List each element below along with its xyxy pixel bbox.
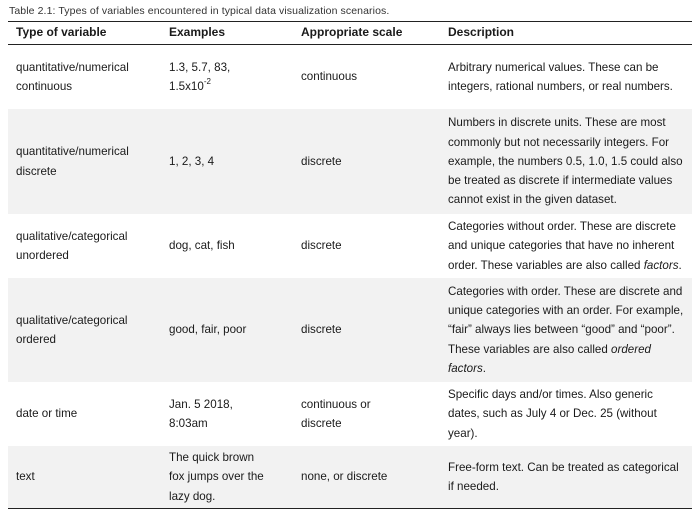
- cell-scale: continuous or discrete: [301, 397, 371, 430]
- cell-type: quantitative/numerical continuous: [16, 60, 129, 93]
- cell-examples: dog, cat, fish: [169, 239, 235, 253]
- cell-examples: 1.3, 5.7, 83, 1.5x10-2: [169, 60, 231, 93]
- header-type: Type of variable: [8, 21, 161, 45]
- cell-description: Free-form text. Can be treated as catego…: [440, 446, 692, 509]
- cell-examples: The quick brown fox jumps over the lazy …: [161, 446, 293, 509]
- cell-type: date or time: [16, 407, 78, 421]
- table-row: date or time Jan. 5 2018, 8:03am continu…: [8, 382, 692, 446]
- cell-type: qualitative/categorical ordered: [8, 278, 161, 382]
- table-row: quantitative/numerical discrete 1, 2, 3,…: [8, 109, 692, 214]
- cell-scale: continuous: [301, 70, 358, 84]
- variable-types-table: Type of variable Examples Appropriate sc…: [8, 21, 692, 509]
- cell-scale: discrete: [293, 109, 440, 214]
- cell-type: quantitative/numerical discrete: [8, 109, 161, 214]
- cell-examples: Jan. 5 2018, 8:03am: [169, 397, 233, 430]
- header-description: Description: [440, 21, 692, 45]
- cell-scale: discrete: [293, 278, 440, 382]
- table-header-row: Type of variable Examples Appropriate sc…: [8, 21, 692, 45]
- cell-scale: discrete: [301, 239, 342, 253]
- table-row: text The quick brown fox jumps over the …: [8, 446, 692, 509]
- cell-examples: good, fair, poor: [161, 278, 293, 382]
- cell-examples: 1, 2, 3, 4: [161, 109, 293, 214]
- table-row: qualitative/categorical unordered dog, c…: [8, 214, 692, 278]
- cell-scale: none, or discrete: [293, 446, 440, 509]
- cell-description: Specific days and/or times. Also generic…: [448, 388, 657, 440]
- table-caption: Table 2.1: Types of variables encountere…: [9, 5, 390, 17]
- cell-description: Categories without order. These are disc…: [448, 220, 682, 272]
- cell-description: Numbers in discrete units. These are mos…: [440, 109, 692, 214]
- header-scale: Appropriate scale: [293, 21, 440, 45]
- cell-type: text: [8, 446, 161, 509]
- header-examples: Examples: [161, 21, 293, 45]
- cell-type: qualitative/categorical unordered: [16, 229, 128, 262]
- cell-description: Arbitrary numerical values. These can be…: [448, 60, 673, 93]
- cell-description: Categories with order. These are discret…: [440, 278, 692, 382]
- table-row: quantitative/numerical continuous 1.3, 5…: [8, 45, 692, 110]
- table-row: qualitative/categorical ordered good, fa…: [8, 278, 692, 382]
